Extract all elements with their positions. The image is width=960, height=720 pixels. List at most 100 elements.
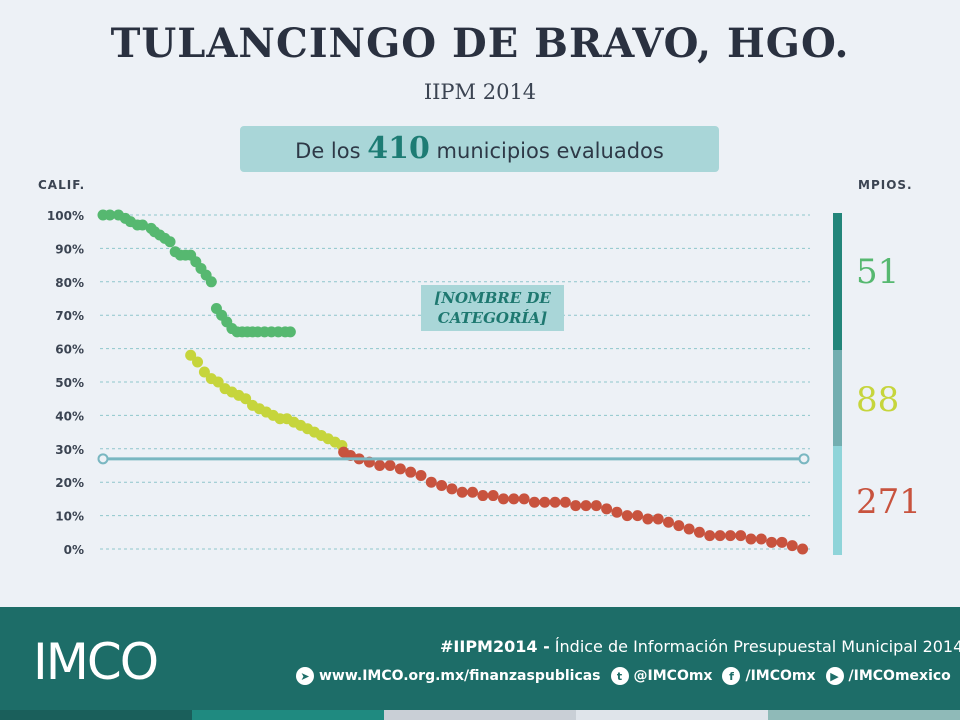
data-point xyxy=(549,496,561,508)
youtube-icon: ▶ xyxy=(825,667,844,685)
link-facebook[interactable]: /IMCOmx xyxy=(745,668,816,684)
y-tick-label: 50% xyxy=(55,376,84,390)
count-header: MPIOS. xyxy=(858,178,913,192)
data-point xyxy=(284,326,296,338)
data-point xyxy=(683,523,695,535)
y-tick-label: 20% xyxy=(55,476,84,490)
data-point xyxy=(104,209,116,221)
y-tick-label: 80% xyxy=(55,276,84,290)
data-point xyxy=(456,486,468,498)
data-point xyxy=(642,513,654,525)
data-point xyxy=(621,510,633,522)
data-point xyxy=(446,483,458,495)
y-tick-label: 40% xyxy=(55,409,84,423)
data-point xyxy=(735,530,747,542)
page-title: TULANCINGO DE BRAVO, HGO. xyxy=(110,20,850,67)
data-point xyxy=(601,503,613,515)
count-high: 51 xyxy=(856,252,900,292)
data-point xyxy=(137,219,149,231)
data-point xyxy=(508,493,520,505)
data-point xyxy=(394,463,406,475)
data-point xyxy=(662,516,674,528)
category-bar-high xyxy=(833,213,842,350)
data-point xyxy=(205,276,217,288)
data-point xyxy=(192,356,204,368)
data-point xyxy=(766,536,778,548)
data-point xyxy=(611,506,623,518)
stripe-segment xyxy=(768,710,960,720)
y-tick-label: 0% xyxy=(64,543,84,557)
y-axis-header: CALIF. xyxy=(38,178,86,192)
summary-banner: De los 410 municipios evaluados xyxy=(240,126,719,172)
data-point xyxy=(704,530,716,542)
score-chart: 0% 10% 20% 30% 40% 50% 60% 70% 80% 90% 100% xyxy=(47,209,842,557)
imco-logo: IMCO xyxy=(33,633,159,691)
data-point xyxy=(580,500,592,512)
stripe-segment xyxy=(576,710,768,720)
stripe-segment xyxy=(384,710,576,720)
category-bar-mid xyxy=(833,350,842,446)
count-low: 271 xyxy=(856,482,921,522)
footer-stripe xyxy=(0,710,960,720)
hashtag-description: Índice de Información Presupuestal Munic… xyxy=(554,637,960,656)
y-tick-label: 100% xyxy=(47,209,84,223)
data-point xyxy=(570,500,582,512)
twitter-icon: t xyxy=(610,667,629,685)
reference-line-end-marker xyxy=(798,453,810,465)
y-tick-label: 90% xyxy=(55,242,84,256)
y-tick-label: 10% xyxy=(55,510,84,524)
link-website[interactable]: www.IMCO.org.mx/finanzaspublicas xyxy=(319,668,601,684)
data-point xyxy=(212,376,224,388)
data-point xyxy=(374,460,386,471)
stripe-segment xyxy=(0,710,192,720)
data-point xyxy=(518,493,530,505)
data-point xyxy=(477,490,489,502)
data-point xyxy=(632,510,644,522)
data-point xyxy=(652,513,664,525)
link-youtube[interactable]: /IMCOmexico xyxy=(848,668,951,684)
data-point xyxy=(487,490,499,502)
summary-suffix: municipios evaluados xyxy=(436,139,664,163)
data-point xyxy=(673,520,685,532)
data-point xyxy=(185,349,197,361)
stripe-segment xyxy=(192,710,384,720)
footer-hashtag-line: #IIPM2014 - Índice de Información Presup… xyxy=(440,637,960,656)
page-subtitle: IIPM 2014 xyxy=(423,80,537,104)
data-point xyxy=(425,476,437,488)
data-point xyxy=(198,366,210,378)
data-point xyxy=(797,543,809,555)
telegram-icon: ➤ xyxy=(296,667,314,685)
data-point xyxy=(755,533,767,545)
data-point xyxy=(405,466,417,478)
hashtag: #IIPM2014 - xyxy=(440,637,550,656)
data-point xyxy=(240,393,252,405)
data-point xyxy=(528,496,540,508)
category-bar-low xyxy=(833,446,842,555)
reference-line-start-marker xyxy=(97,453,109,465)
y-tick-label: 60% xyxy=(55,343,84,357)
data-point xyxy=(786,540,798,552)
data-point xyxy=(539,496,551,508)
data-point xyxy=(164,236,176,248)
summary-prefix: De los xyxy=(295,139,361,163)
data-point xyxy=(724,530,736,542)
y-tick-label: 70% xyxy=(55,309,84,323)
link-twitter[interactable]: @IMCOmx xyxy=(633,668,713,684)
summary-number: 410 xyxy=(367,131,430,166)
data-point xyxy=(745,533,757,545)
data-point xyxy=(384,460,396,471)
footer-links: ➤ www.IMCO.org.mx/finanzaspublicas t @IM… xyxy=(296,665,951,687)
category-label: [NOMBRE DE CATEGORÍA] xyxy=(421,285,564,331)
count-mid: 88 xyxy=(856,380,900,420)
data-point xyxy=(693,526,705,538)
y-tick-label: 30% xyxy=(55,443,84,457)
data-point xyxy=(590,500,602,512)
data-point xyxy=(467,486,479,498)
data-point xyxy=(559,496,571,508)
footer: IMCO #IIPM2014 - Índice de Información P… xyxy=(0,607,960,720)
data-point xyxy=(497,493,509,505)
data-point xyxy=(415,470,427,482)
facebook-icon: f xyxy=(722,667,741,685)
data-point xyxy=(714,530,726,542)
data-point xyxy=(436,480,448,492)
